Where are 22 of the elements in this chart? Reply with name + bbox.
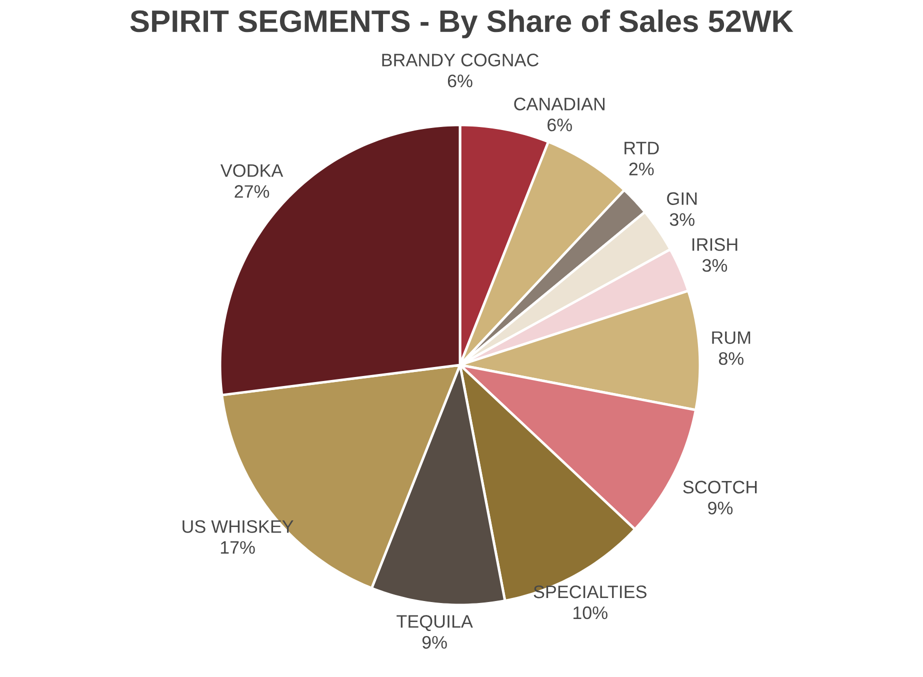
chart-title: SPIRIT SEGMENTS - By Share of Sales 52WK: [130, 9, 794, 38]
slice-label: GIN: [667, 192, 697, 205]
slice-label: TEQUILA: [396, 615, 473, 632]
data-label: 27%: [234, 185, 270, 198]
data-label: 6%: [448, 74, 472, 88]
slice-label: BRANDY COGNAC: [382, 54, 539, 66]
slice-label: CANADIAN: [514, 98, 604, 110]
data-label: 9%: [708, 502, 733, 514]
data-label: 8%: [718, 352, 744, 365]
slice-label: RUM: [712, 331, 750, 344]
data-label: 17%: [220, 541, 255, 554]
data-label: 3%: [702, 259, 728, 272]
data-label: 9%: [422, 636, 447, 649]
slice-label: SCOTCH: [683, 480, 757, 494]
data-label: 10%: [574, 606, 608, 620]
slice-label: RTD: [624, 142, 659, 154]
data-label: 3%: [670, 213, 694, 226]
slice-label: IRISH: [692, 238, 738, 251]
data-label: 6%: [548, 118, 572, 132]
slice-label: VODKA: [220, 164, 284, 177]
slice-label: SPECIALTIES: [534, 586, 646, 598]
data-label: 2%: [629, 162, 654, 176]
